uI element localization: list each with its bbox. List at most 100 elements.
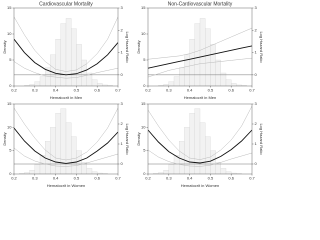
histogram-bar bbox=[168, 81, 175, 86]
y2-tick-label: 2 bbox=[121, 27, 124, 32]
histogram-bar bbox=[173, 155, 180, 174]
histogram-bar bbox=[65, 18, 72, 86]
frame bbox=[147, 103, 253, 175]
y2-tick-label: 0 bbox=[255, 161, 258, 166]
x-tick-label: 0.5 bbox=[74, 88, 80, 93]
histogram-bar bbox=[91, 79, 98, 86]
x-tick-label: 0.3 bbox=[32, 88, 38, 93]
x-tick-label: 0.5 bbox=[74, 176, 80, 181]
x-tick-label: 0.4 bbox=[187, 88, 193, 93]
histogram-bar bbox=[39, 155, 46, 174]
y-tick-label: 10 bbox=[141, 31, 146, 36]
y-axis-label: Density bbox=[136, 40, 141, 53]
y2-tick-label: 3 bbox=[255, 101, 258, 106]
x-tick-label: 0.2 bbox=[145, 88, 151, 93]
histogram-bar bbox=[168, 164, 175, 174]
curve bbox=[14, 61, 118, 79]
y2-axis-label: Log Hazard Ratio bbox=[259, 31, 264, 63]
y2-tick-label: 0 bbox=[255, 72, 258, 77]
histogram-bar bbox=[97, 83, 103, 86]
panel: Non-Cardiovascular Mortality Hematocrit i… bbox=[136, 1, 264, 100]
figure: Cardiovascular Mortality Hematocrit in Me… bbox=[2, 1, 264, 188]
curve bbox=[14, 38, 118, 76]
histogram-bar bbox=[71, 136, 77, 174]
x-tick-label: 0.3 bbox=[166, 88, 172, 93]
y2-tick-label: 0 bbox=[121, 161, 124, 166]
y2-axis-label: Log Hazard Ratio bbox=[125, 123, 130, 155]
x-tick-label: 0.2 bbox=[11, 176, 17, 181]
histogram-bar bbox=[220, 72, 227, 86]
x-tick-label: 0.4 bbox=[53, 88, 59, 93]
histogram-bar bbox=[189, 39, 195, 86]
y-tick-label: 5 bbox=[9, 148, 12, 153]
curve bbox=[148, 129, 252, 164]
y-tick-label: 15 bbox=[7, 5, 12, 10]
y-tick-label: 0 bbox=[9, 83, 12, 88]
histogram-bar bbox=[55, 113, 61, 174]
panel-title: Non-Cardiovascular Mortality bbox=[168, 1, 233, 7]
x-tick-label: 0.3 bbox=[32, 176, 38, 181]
x-tick-label: 0.7 bbox=[115, 176, 121, 181]
histogram-bar bbox=[163, 170, 169, 174]
y2-tick-label: 3 bbox=[255, 5, 258, 10]
panel: Cardiovascular Mortality Hematocrit in Me… bbox=[2, 1, 130, 100]
y2-tick-label: 3 bbox=[121, 5, 124, 10]
histogram-bar bbox=[29, 170, 35, 174]
x-axis-label: Hematocrit in Women bbox=[47, 183, 85, 188]
histogram-bar bbox=[189, 113, 195, 174]
histogram-bar bbox=[194, 23, 201, 86]
histogram-bar bbox=[29, 84, 35, 86]
histogram-bar bbox=[45, 141, 51, 174]
histogram-bar bbox=[55, 39, 61, 86]
y-tick-label: 15 bbox=[141, 101, 146, 106]
y-tick-label: 0 bbox=[9, 171, 12, 176]
y2-tick-label: 1 bbox=[255, 141, 258, 146]
x-axis-label: Hematocrit in Men bbox=[184, 95, 216, 100]
panel-title: Cardiovascular Mortality bbox=[39, 1, 93, 7]
y-axis-label: Density bbox=[2, 132, 7, 145]
curve bbox=[148, 45, 252, 69]
histogram-bar bbox=[205, 136, 211, 174]
histogram-bar bbox=[184, 127, 190, 174]
histogram-bar bbox=[60, 23, 67, 86]
histogram-bar bbox=[76, 150, 82, 174]
curve bbox=[148, 27, 252, 60]
curve bbox=[148, 105, 252, 160]
curve bbox=[148, 57, 252, 78]
x-tick-label: 0.2 bbox=[145, 176, 151, 181]
histogram-bar bbox=[76, 44, 82, 86]
y-tick-label: 15 bbox=[7, 101, 12, 106]
plot-area bbox=[14, 16, 118, 86]
x-tick-label: 0.6 bbox=[228, 176, 234, 181]
y2-tick-label: 1 bbox=[255, 50, 258, 55]
y-axis-label: Density bbox=[2, 40, 7, 53]
y-tick-label: 5 bbox=[9, 57, 12, 62]
histogram-bar bbox=[199, 18, 206, 86]
histogram-bar bbox=[241, 85, 247, 86]
panel: Hematocrit in Women Density Log Hazard Rat… bbox=[136, 101, 264, 188]
histogram-bar bbox=[210, 44, 216, 86]
y-tick-label: 0 bbox=[143, 83, 146, 88]
x-tick-label: 0.6 bbox=[94, 88, 100, 93]
histogram-bar bbox=[231, 83, 237, 86]
x-tick-label: 0.6 bbox=[228, 88, 234, 93]
histogram-bar bbox=[220, 168, 227, 174]
frame bbox=[147, 7, 253, 87]
y-tick-label: 10 bbox=[7, 31, 12, 36]
y2-tick-label: 2 bbox=[255, 121, 258, 126]
histogram-bar bbox=[173, 76, 180, 86]
histogram-bar bbox=[163, 84, 169, 86]
y2-tick-label: 3 bbox=[121, 101, 124, 106]
y2-tick-label: 1 bbox=[121, 50, 124, 55]
curve bbox=[14, 16, 118, 72]
x-tick-label: 0.7 bbox=[249, 88, 255, 93]
y-tick-label: 5 bbox=[143, 57, 146, 62]
x-tick-label: 0.7 bbox=[115, 88, 121, 93]
panel: Hematocrit in Women Density Log Hazard Rat… bbox=[2, 101, 130, 188]
x-tick-label: 0.2 bbox=[11, 88, 17, 93]
curve bbox=[14, 127, 118, 164]
y-tick-label: 15 bbox=[141, 5, 146, 10]
y2-tick-label: 1 bbox=[121, 141, 124, 146]
x-tick-label: 0.5 bbox=[208, 176, 214, 181]
curve bbox=[148, 149, 252, 167]
